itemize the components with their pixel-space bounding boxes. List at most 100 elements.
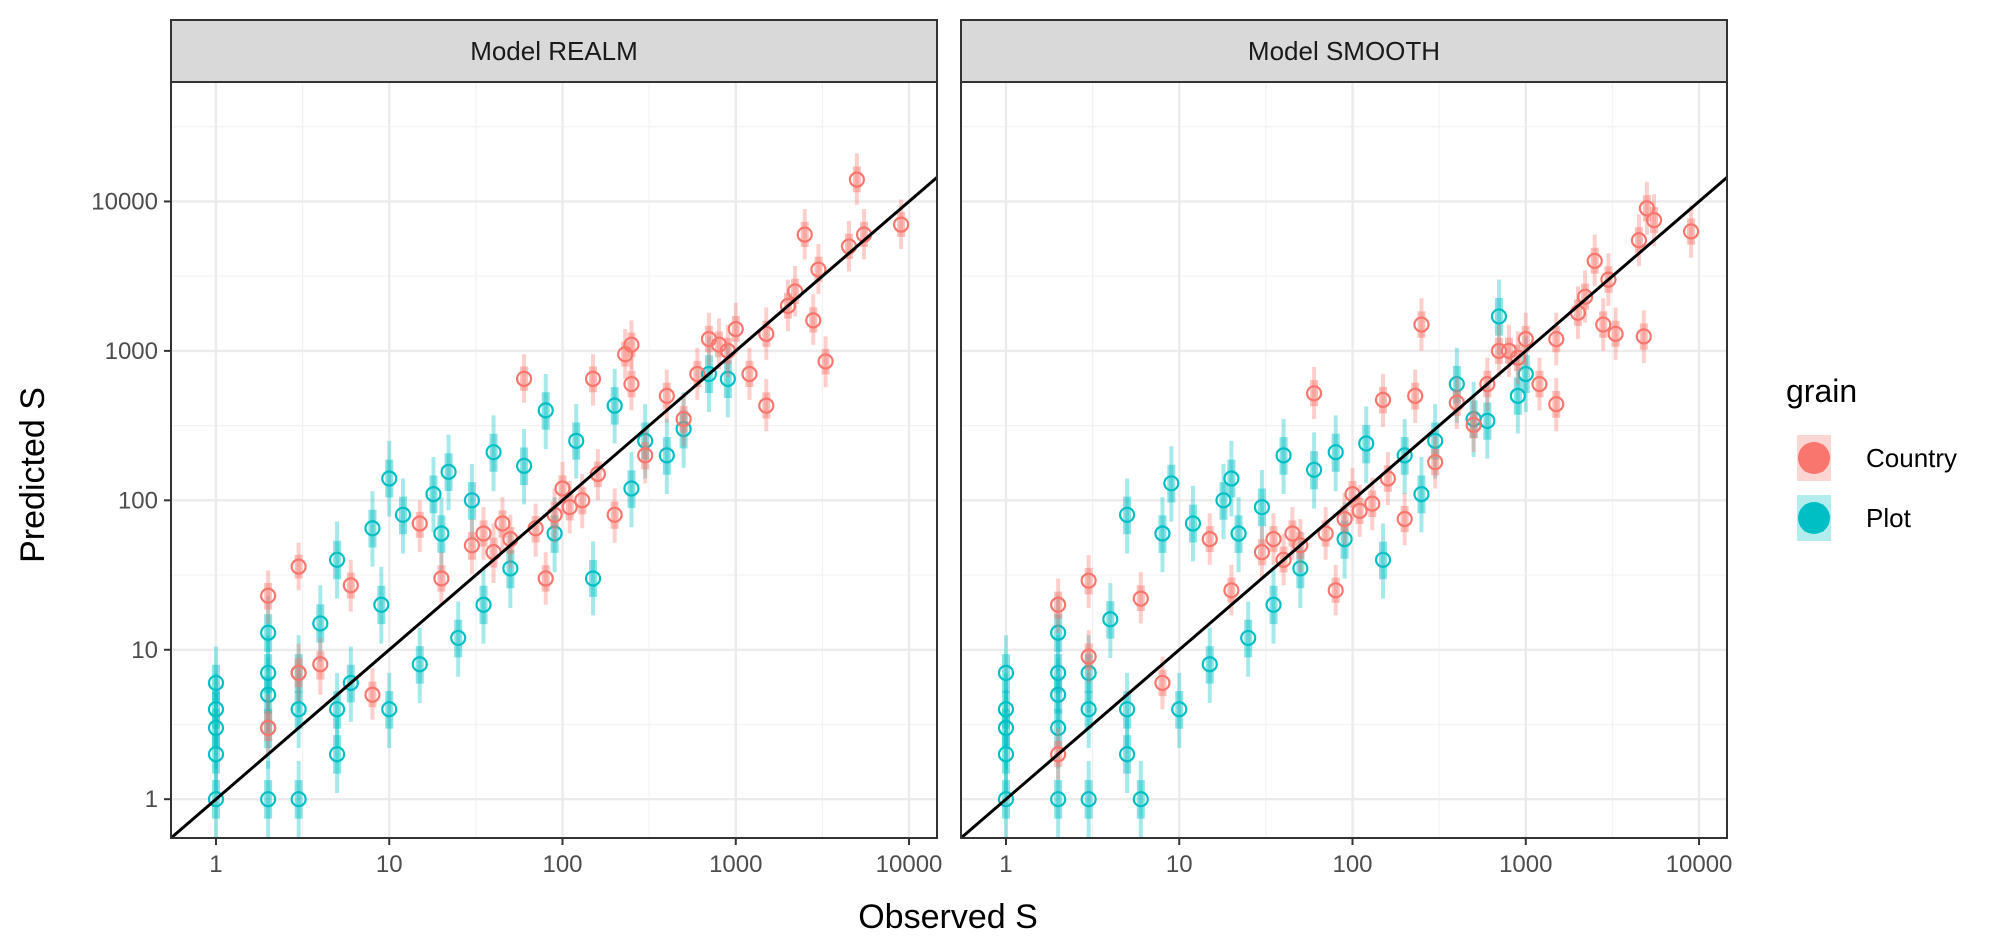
data-point xyxy=(450,629,467,647)
data-point xyxy=(997,701,1015,718)
data-point xyxy=(433,570,450,587)
data-point xyxy=(475,525,492,542)
data-point xyxy=(574,492,591,509)
data-point xyxy=(342,674,359,692)
data-point xyxy=(1050,686,1067,703)
data-point xyxy=(1427,432,1444,449)
data-point xyxy=(623,375,640,393)
identity-line xyxy=(171,176,937,838)
data-point xyxy=(260,587,277,604)
panel-1: Model REALM xyxy=(170,19,938,839)
data-point xyxy=(1327,444,1344,461)
x-tick-label: 10 xyxy=(1166,851,1193,878)
data-point xyxy=(364,520,381,537)
data-point xyxy=(848,171,865,188)
data-point xyxy=(1305,385,1323,402)
data-point xyxy=(606,397,623,414)
legend-title: grain xyxy=(1786,373,1857,409)
legend-key-country: Country xyxy=(1797,435,1957,481)
data-point xyxy=(779,297,797,315)
data-point xyxy=(1577,288,1594,305)
data-point xyxy=(1265,596,1282,613)
legend: grain Country Plot xyxy=(1786,373,1957,541)
data-point xyxy=(1645,212,1663,229)
data-point xyxy=(433,525,450,542)
data-point xyxy=(1396,510,1413,528)
data-point xyxy=(1223,470,1240,487)
data-point xyxy=(1050,791,1067,808)
strip-label: Model SMOOTH xyxy=(1248,36,1440,66)
gridlines xyxy=(171,82,937,838)
data-point xyxy=(568,432,585,449)
data-point xyxy=(1163,475,1180,492)
data-point xyxy=(758,397,775,414)
data-point xyxy=(997,664,1015,682)
data-point xyxy=(1374,551,1392,568)
data-point xyxy=(997,719,1015,737)
x-tick-label: 100 xyxy=(542,851,582,878)
data-point xyxy=(328,551,346,568)
data-point xyxy=(1284,525,1301,542)
y-tick-label: 1 xyxy=(145,786,158,813)
data-point xyxy=(1080,701,1097,718)
data-point xyxy=(411,515,428,532)
data-point xyxy=(1154,525,1171,542)
data-point xyxy=(606,506,623,523)
data-point xyxy=(1253,544,1271,561)
data-point xyxy=(207,746,225,763)
data-point xyxy=(689,365,706,383)
data-point xyxy=(817,353,834,370)
data-point xyxy=(758,325,775,342)
data-point xyxy=(1427,454,1444,471)
data-point xyxy=(1253,499,1271,516)
data-point xyxy=(584,570,602,587)
data-point xyxy=(1230,525,1247,542)
data-point xyxy=(658,387,675,404)
data-point xyxy=(207,719,225,737)
data-point xyxy=(1275,551,1292,568)
x-tick-label: 1 xyxy=(209,851,222,878)
data-point xyxy=(1548,330,1565,348)
data-point xyxy=(810,261,827,278)
data-point xyxy=(1364,495,1381,512)
data-point xyxy=(1336,531,1353,548)
y-tick-label: 10 xyxy=(131,637,158,664)
data-point xyxy=(1292,537,1309,554)
data-point xyxy=(411,656,428,673)
x-tick-label: 1000 xyxy=(709,851,762,878)
data-point xyxy=(1327,582,1344,599)
data-point xyxy=(260,686,277,703)
data-point xyxy=(675,410,692,428)
data-point xyxy=(700,365,718,383)
panel-background xyxy=(961,82,1727,838)
data-point xyxy=(207,791,225,808)
data-point xyxy=(561,499,578,516)
data-point xyxy=(1490,308,1508,325)
series-plot xyxy=(207,336,736,838)
data-point xyxy=(425,486,442,503)
data-point xyxy=(1050,746,1067,763)
data-point xyxy=(1586,252,1603,270)
data-point xyxy=(1396,447,1413,464)
data-point xyxy=(1154,674,1171,692)
data-point xyxy=(1265,531,1282,548)
data-point xyxy=(381,701,398,718)
data-point xyxy=(373,596,390,613)
data-point xyxy=(727,320,744,338)
data-point xyxy=(260,791,277,808)
data-point xyxy=(1358,435,1375,452)
data-point xyxy=(328,701,346,718)
data-point xyxy=(1292,560,1309,577)
data-point xyxy=(554,480,571,497)
data-point xyxy=(1548,396,1565,413)
data-point xyxy=(515,370,533,387)
x-tick-label: 100 xyxy=(1332,851,1372,878)
data-point xyxy=(1638,200,1655,217)
x-tick-label: 10 xyxy=(376,851,403,878)
axis-layer: 1 10 100 1000 10000 1 10 100 1000 10000 1 10 100 1000… xyxy=(91,188,1732,878)
data-point xyxy=(463,537,481,554)
data-point xyxy=(290,791,307,808)
data-point xyxy=(312,615,329,632)
data-point xyxy=(658,447,675,464)
data-point xyxy=(1118,506,1136,523)
